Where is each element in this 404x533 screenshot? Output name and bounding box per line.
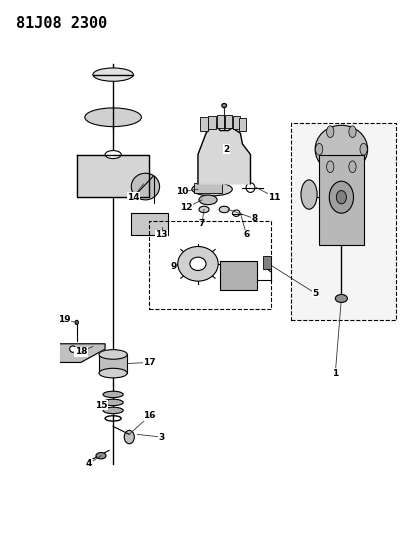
- Text: 1: 1: [332, 369, 339, 377]
- Text: 11: 11: [269, 193, 281, 201]
- Ellipse shape: [349, 161, 356, 173]
- Text: 14: 14: [127, 193, 140, 201]
- FancyBboxPatch shape: [319, 155, 364, 245]
- Ellipse shape: [124, 431, 134, 443]
- Ellipse shape: [75, 320, 78, 325]
- Ellipse shape: [315, 125, 368, 173]
- Text: 81J08 2300: 81J08 2300: [16, 16, 107, 31]
- Ellipse shape: [349, 126, 356, 138]
- Text: 3: 3: [158, 433, 165, 441]
- Ellipse shape: [219, 206, 229, 213]
- Ellipse shape: [131, 173, 160, 200]
- FancyBboxPatch shape: [220, 261, 257, 290]
- Ellipse shape: [105, 150, 121, 159]
- Ellipse shape: [99, 368, 127, 378]
- Text: 10: 10: [176, 188, 188, 196]
- FancyBboxPatch shape: [233, 116, 240, 129]
- Text: 18: 18: [75, 348, 87, 356]
- FancyBboxPatch shape: [99, 354, 127, 373]
- Ellipse shape: [178, 246, 218, 281]
- Text: 6: 6: [243, 230, 250, 239]
- FancyBboxPatch shape: [200, 117, 208, 131]
- Ellipse shape: [336, 190, 347, 204]
- FancyBboxPatch shape: [131, 213, 168, 235]
- Ellipse shape: [85, 108, 141, 126]
- Ellipse shape: [103, 407, 123, 414]
- Text: 5: 5: [312, 289, 318, 297]
- Ellipse shape: [99, 350, 127, 359]
- FancyBboxPatch shape: [208, 116, 216, 129]
- FancyBboxPatch shape: [194, 183, 222, 193]
- Ellipse shape: [103, 391, 123, 398]
- Ellipse shape: [326, 161, 334, 173]
- Ellipse shape: [329, 181, 354, 213]
- Polygon shape: [61, 344, 105, 362]
- Text: 15: 15: [95, 401, 107, 409]
- Ellipse shape: [360, 143, 367, 155]
- Ellipse shape: [301, 180, 317, 209]
- Ellipse shape: [199, 195, 217, 205]
- Text: 16: 16: [143, 411, 156, 420]
- Text: 8: 8: [251, 214, 258, 223]
- Ellipse shape: [69, 346, 76, 352]
- Ellipse shape: [326, 126, 334, 138]
- Ellipse shape: [103, 399, 123, 406]
- Ellipse shape: [199, 206, 209, 213]
- Ellipse shape: [222, 103, 227, 108]
- Text: 19: 19: [58, 316, 71, 324]
- Text: 12: 12: [180, 204, 192, 212]
- Text: 17: 17: [143, 358, 156, 367]
- Polygon shape: [77, 155, 149, 197]
- Ellipse shape: [316, 143, 323, 155]
- FancyBboxPatch shape: [263, 256, 271, 269]
- FancyBboxPatch shape: [225, 115, 232, 128]
- FancyBboxPatch shape: [217, 115, 224, 128]
- Text: 9: 9: [170, 262, 177, 271]
- Polygon shape: [198, 125, 250, 184]
- Ellipse shape: [190, 257, 206, 271]
- FancyBboxPatch shape: [291, 123, 396, 320]
- Ellipse shape: [96, 453, 106, 459]
- Ellipse shape: [93, 68, 133, 82]
- Text: 13: 13: [156, 230, 168, 239]
- Text: 2: 2: [223, 145, 229, 154]
- Ellipse shape: [335, 294, 347, 303]
- Text: 7: 7: [199, 220, 205, 228]
- Ellipse shape: [192, 182, 232, 196]
- FancyBboxPatch shape: [239, 118, 246, 131]
- Text: 4: 4: [86, 459, 92, 468]
